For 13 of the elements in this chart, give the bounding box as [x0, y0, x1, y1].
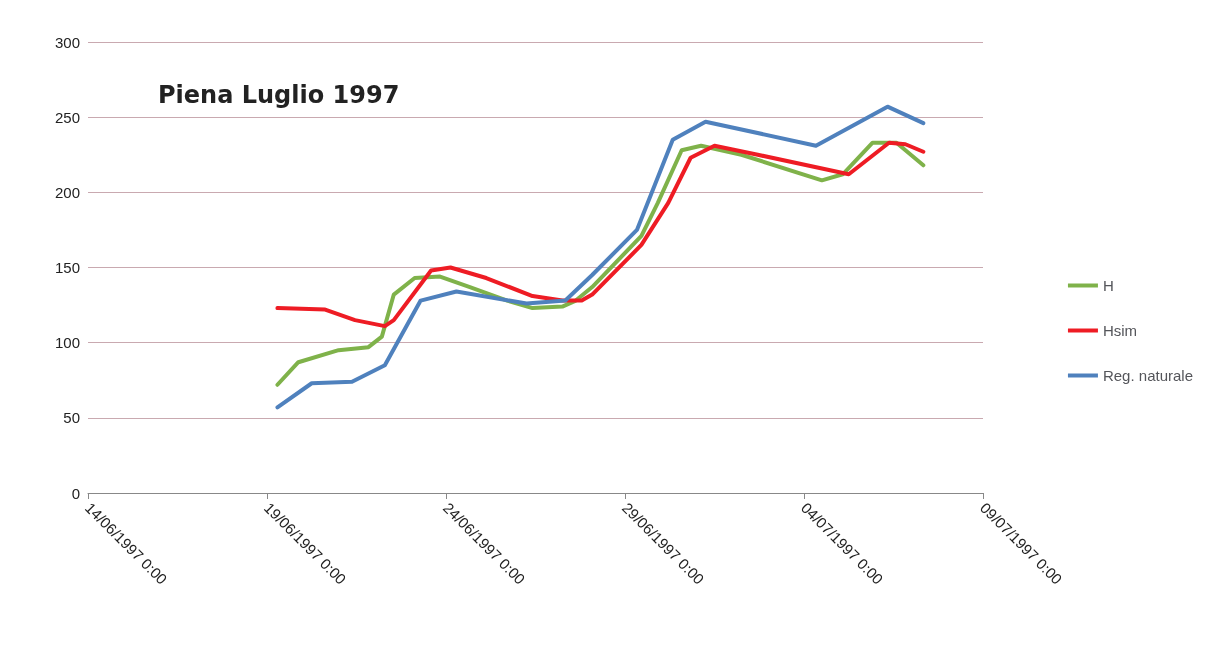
y-tick-label: 100 [54, 334, 80, 352]
y-tick-label: 150 [54, 259, 80, 276]
legend-label: H [1102, 277, 1114, 294]
y-tick-label: 200 [54, 183, 80, 201]
y-tick-label: 300 [54, 33, 80, 51]
y-tick-label: 0 [71, 484, 80, 502]
y-tick-label: 50 [63, 409, 80, 427]
line-series [275, 140, 926, 387]
legend-label: Reg. naturale [1102, 367, 1193, 384]
y-tick-label: 250 [54, 108, 80, 126]
legend-label: Hsim [1102, 322, 1138, 339]
line-series [275, 140, 926, 329]
text: Piena Luglio 1997 [158, 81, 400, 109]
